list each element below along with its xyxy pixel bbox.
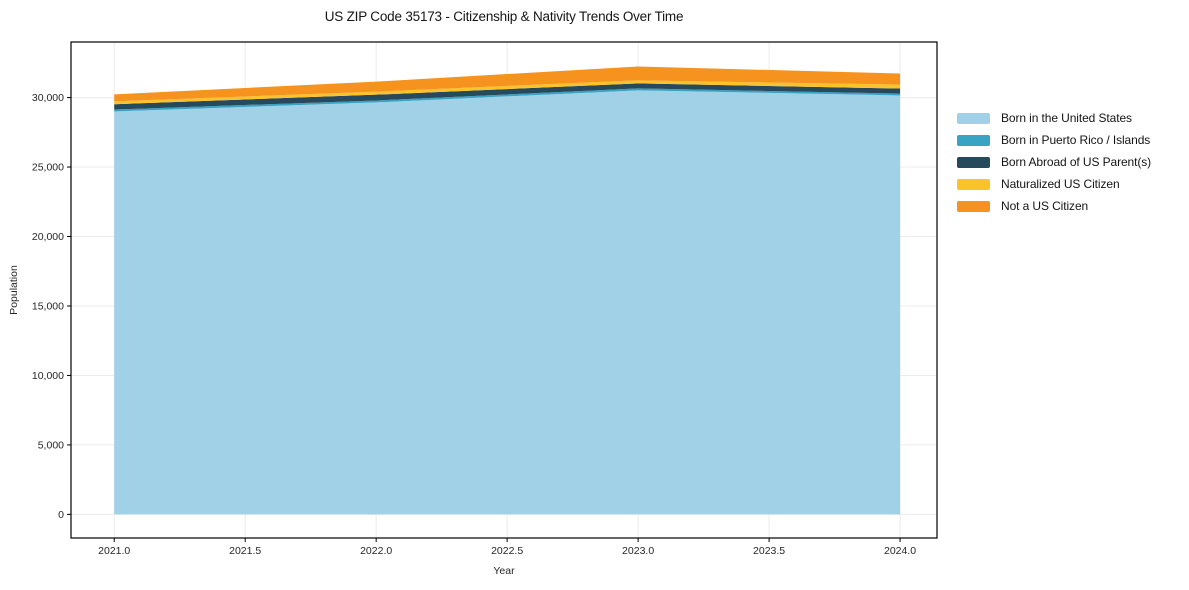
area-series-4: [114, 66, 901, 102]
legend-swatch: [957, 156, 990, 168]
chart-title: US ZIP Code 35173 - Citizenship & Nativi…: [324, 9, 684, 24]
legend-swatch: [957, 112, 990, 124]
x-tick-label: 2021.0: [98, 545, 130, 557]
y-tick-label: 5,000: [38, 439, 64, 451]
legend-item: Born in Puerto Rico / Islands: [957, 133, 1151, 147]
legend-item-label: Born Abroad of US Parent(s): [1001, 155, 1152, 169]
legend-item: Not a US Citizen: [957, 199, 1151, 213]
legend-swatch: [957, 200, 990, 212]
x-tick-label: 2023.0: [622, 545, 654, 557]
y-tick-label: 10,000: [32, 370, 64, 382]
area-series-0: [114, 90, 901, 515]
y-tick-label: 30,000: [32, 92, 64, 104]
legend-item: Born in the United States: [957, 111, 1151, 125]
x-tick-label: 2021.5: [229, 545, 261, 557]
x-tick-label: 2023.5: [753, 545, 785, 557]
x-tick-label: 2022.5: [491, 545, 523, 557]
y-tick-label: 25,000: [32, 162, 64, 174]
legend-item-label: Born in Puerto Rico / Islands: [1001, 133, 1151, 147]
y-tick-label: 0: [58, 509, 64, 521]
x-tick-label: 2024.0: [884, 545, 916, 557]
y-axis-label: Population: [8, 265, 20, 315]
legend-item: Naturalized US Citizen: [957, 177, 1151, 191]
x-tick-label: 2022.0: [360, 545, 392, 557]
legend-swatch: [957, 178, 990, 190]
legend-item-label: Born in the United States: [1001, 111, 1132, 125]
legend-item-label: Naturalized US Citizen: [1001, 177, 1120, 191]
legend-item: Born Abroad of US Parent(s): [957, 155, 1152, 169]
legend: Born in the United States Born in Puerto …: [957, 111, 1152, 222]
y-tick-label: 20,000: [32, 231, 64, 243]
y-tick-label: 15,000: [32, 300, 64, 312]
legend-swatch: [957, 134, 990, 146]
legend-item-label: Not a US Citizen: [1001, 199, 1089, 213]
x-axis-label: Year: [493, 565, 515, 577]
plot-border: [70, 41, 938, 539]
